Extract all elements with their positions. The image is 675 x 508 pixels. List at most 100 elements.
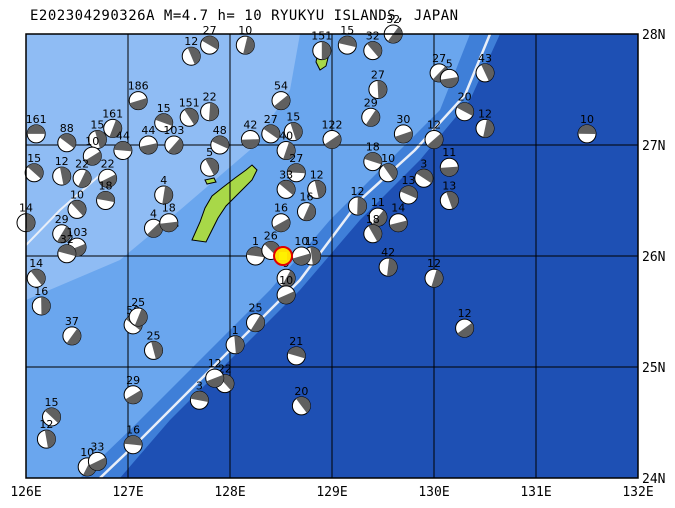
focal-mechanism: 14 — [26, 257, 46, 288]
beachball-compression-quadrant — [416, 169, 433, 184]
beachball-compression-quadrant — [57, 226, 71, 243]
mechanism-depth-label: 22 — [101, 157, 115, 170]
focal-mechanism: 10 — [378, 152, 398, 183]
mechanism-depth-label: 29 — [126, 374, 140, 387]
beachball-compression-quadrant — [389, 220, 408, 232]
mechanism-depth-label: 5 — [206, 146, 213, 159]
focal-mechanism: 15 — [154, 102, 174, 133]
focal-mechanism: 13 — [439, 180, 459, 210]
lat-tick-label: 25N — [642, 361, 665, 376]
mechanism-depth-label: 54 — [274, 80, 288, 93]
focal-mechanism: 27 — [368, 69, 388, 99]
mechanism-depth-label: 20 — [294, 385, 308, 398]
beachball-compression-quadrant — [241, 139, 260, 149]
beachball-compression-quadrant — [184, 108, 199, 125]
mechanism-depth-label: 10 — [70, 188, 84, 201]
mechanism-depth-label: 3 — [420, 157, 427, 170]
beachball-compression-quadrant — [190, 391, 209, 403]
beachball-compression-quadrant — [162, 186, 173, 204]
focal-mechanism: 16 — [271, 202, 291, 233]
beachball-compression-quadrant — [440, 166, 459, 177]
beachball-compression-quadrant — [283, 142, 296, 160]
mechanism-depth-label: 4 — [160, 174, 167, 187]
mechanism-depth-label: 88 — [60, 122, 74, 135]
focal-mechanism: 3 — [189, 379, 209, 410]
lon-tick-label: 132E — [622, 485, 653, 500]
beachball-compression-quadrant — [70, 200, 86, 216]
focal-mechanism: 12 — [36, 418, 56, 449]
focal-mechanism: 18 — [96, 180, 116, 210]
mechanism-depth-label: 16 — [126, 424, 140, 437]
beachball-compression-quadrant — [446, 191, 459, 209]
focal-mechanism: 43 — [475, 52, 495, 83]
mechanism-depth-label: 12 — [310, 168, 324, 181]
focal-mechanism: 54 — [271, 80, 291, 111]
lat-tick-label: 28N — [642, 28, 665, 43]
mechanism-depth-label: 44 — [116, 130, 130, 143]
mechanism-depth-label: 27 — [264, 113, 278, 126]
focal-mechanism: 16 — [123, 424, 143, 455]
focal-mechanism: 1 — [225, 324, 245, 355]
mechanism-depth-label: 29 — [364, 96, 378, 109]
mechanism-depth-label: 42 — [243, 118, 257, 131]
mechanism-depth-label: 12 — [427, 257, 441, 270]
mechanism-depth-label: 12 — [458, 307, 472, 320]
focal-mechanism: 10 — [235, 24, 255, 55]
mechanism-depth-label: 15 — [340, 24, 354, 37]
beachball-compression-quadrant — [400, 185, 418, 199]
beachball-compression-quadrant — [205, 158, 219, 176]
beachball-compression-quadrant — [59, 133, 76, 149]
beachball-compression-quadrant — [89, 457, 107, 471]
beachball-compression-quadrant — [66, 328, 81, 345]
beachball-compression-quadrant — [338, 36, 357, 48]
beachball-compression-quadrant — [125, 390, 143, 404]
focal-mechanism: 12 — [348, 185, 367, 216]
mechanism-depth-label: 32 — [386, 13, 400, 26]
mechanism-depth-label: 3 — [196, 379, 203, 392]
focal-mechanism: 11 — [439, 146, 459, 177]
mechanism-depth-label: 10 — [381, 152, 395, 165]
mechanism-depth-label: 25 — [147, 329, 161, 342]
focal-mechanism: 21 — [286, 335, 306, 366]
beachball-compression-quadrant — [290, 122, 303, 141]
beachball-compression-quadrant — [78, 170, 92, 188]
beachball-compression-quadrant — [295, 396, 311, 414]
focal-mechanism: 37 — [62, 315, 82, 346]
beachball-compression-quadrant — [30, 269, 46, 286]
focal-mechanism: 18 — [363, 141, 383, 172]
beachball-compression-quadrant — [483, 119, 495, 138]
focal-mechanism: 15 — [24, 152, 44, 183]
mechanism-depth-label: 103 — [163, 124, 184, 137]
focal-mechanism: 10 — [291, 235, 311, 266]
mechanism-depth-label: 16 — [300, 191, 314, 204]
mechanism-depth-label: 26 — [264, 229, 278, 242]
mechanism-depth-label: 42 — [381, 246, 395, 259]
focal-mechanism: 14 — [388, 202, 408, 233]
focal-mechanism: 4 — [154, 174, 174, 205]
mechanism-depth-label: 18 — [366, 141, 380, 154]
mechanism-depth-label: 32 — [366, 30, 380, 43]
focal-mechanism: 16 — [31, 285, 51, 316]
mechanism-depth-label: 1 — [252, 235, 259, 248]
beachball-compression-quadrant — [281, 270, 296, 288]
mechanism-depth-label: 21 — [289, 335, 303, 348]
mechanism-depth-label: 27 — [371, 69, 385, 82]
focal-mechanism: 15 — [337, 24, 357, 55]
mechanism-depth-label: 10 — [238, 24, 252, 37]
beachball-compression-quadrant — [357, 197, 367, 216]
focal-mechanism: 12 — [52, 155, 72, 186]
focal-mechanism: 25 — [144, 329, 163, 360]
mechanism-depth-label: 151 — [311, 30, 332, 43]
beachball-compression-quadrant — [109, 119, 122, 138]
beachball-compression-quadrant — [25, 213, 35, 232]
beachball-compression-quadrant — [96, 191, 115, 203]
focal-mechanism: 12 — [475, 107, 495, 138]
beachball-compression-quadrant — [250, 314, 265, 332]
focal-mechanism: 12 — [205, 357, 225, 388]
beachball-compression-quadrant — [151, 341, 163, 360]
focal-mechanism: 122 — [322, 118, 343, 149]
mechanism-depth-label: 15 — [305, 235, 319, 248]
mechanism-depth-label: 40 — [279, 130, 293, 143]
map-frame — [25, 33, 639, 479]
mechanism-depth-label: 37 — [65, 315, 79, 328]
